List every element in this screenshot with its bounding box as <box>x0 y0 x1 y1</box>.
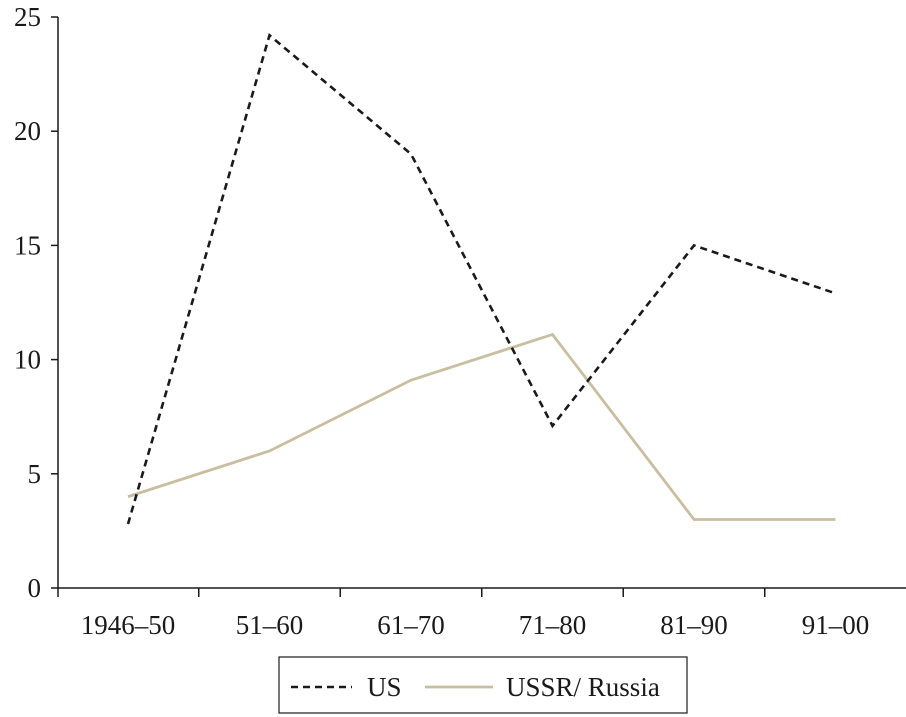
series-line-ussr-russia <box>127 332 836 521</box>
series-layer <box>126 32 836 525</box>
x-tick-label: 1946–50 <box>81 610 176 640</box>
x-tick-label: 61–70 <box>377 610 445 640</box>
legend-label-ussr-russia: USSR/ Russia <box>506 672 660 702</box>
x-tick-label: 81–90 <box>660 610 728 640</box>
y-tick-label: 10 <box>14 345 41 375</box>
y-tick-label: 0 <box>28 573 42 603</box>
y-tick-label: 15 <box>14 230 41 260</box>
x-tick-label: 51–60 <box>236 610 304 640</box>
y-tick-label: 20 <box>14 116 41 146</box>
y-axis-ticks: 0 5 10 15 20 25 <box>14 2 58 603</box>
y-tick-label: 25 <box>14 2 41 32</box>
legend-label-us: US <box>367 672 402 702</box>
y-tick-label: 5 <box>28 459 42 489</box>
series-line-us <box>126 32 836 525</box>
x-tick-label: 71–80 <box>519 610 587 640</box>
plot-area: 0 5 10 15 20 25 1946–50 51–60 61–70 71–80 81–90 91… <box>14 2 906 640</box>
x-tick-label: 91–00 <box>802 610 870 640</box>
legend-box <box>278 656 688 714</box>
x-axis-ticks: 1946–50 51–60 61–70 71–80 81–90 91–00 <box>57 588 870 640</box>
legend: US USSR/ Russia <box>278 656 688 714</box>
